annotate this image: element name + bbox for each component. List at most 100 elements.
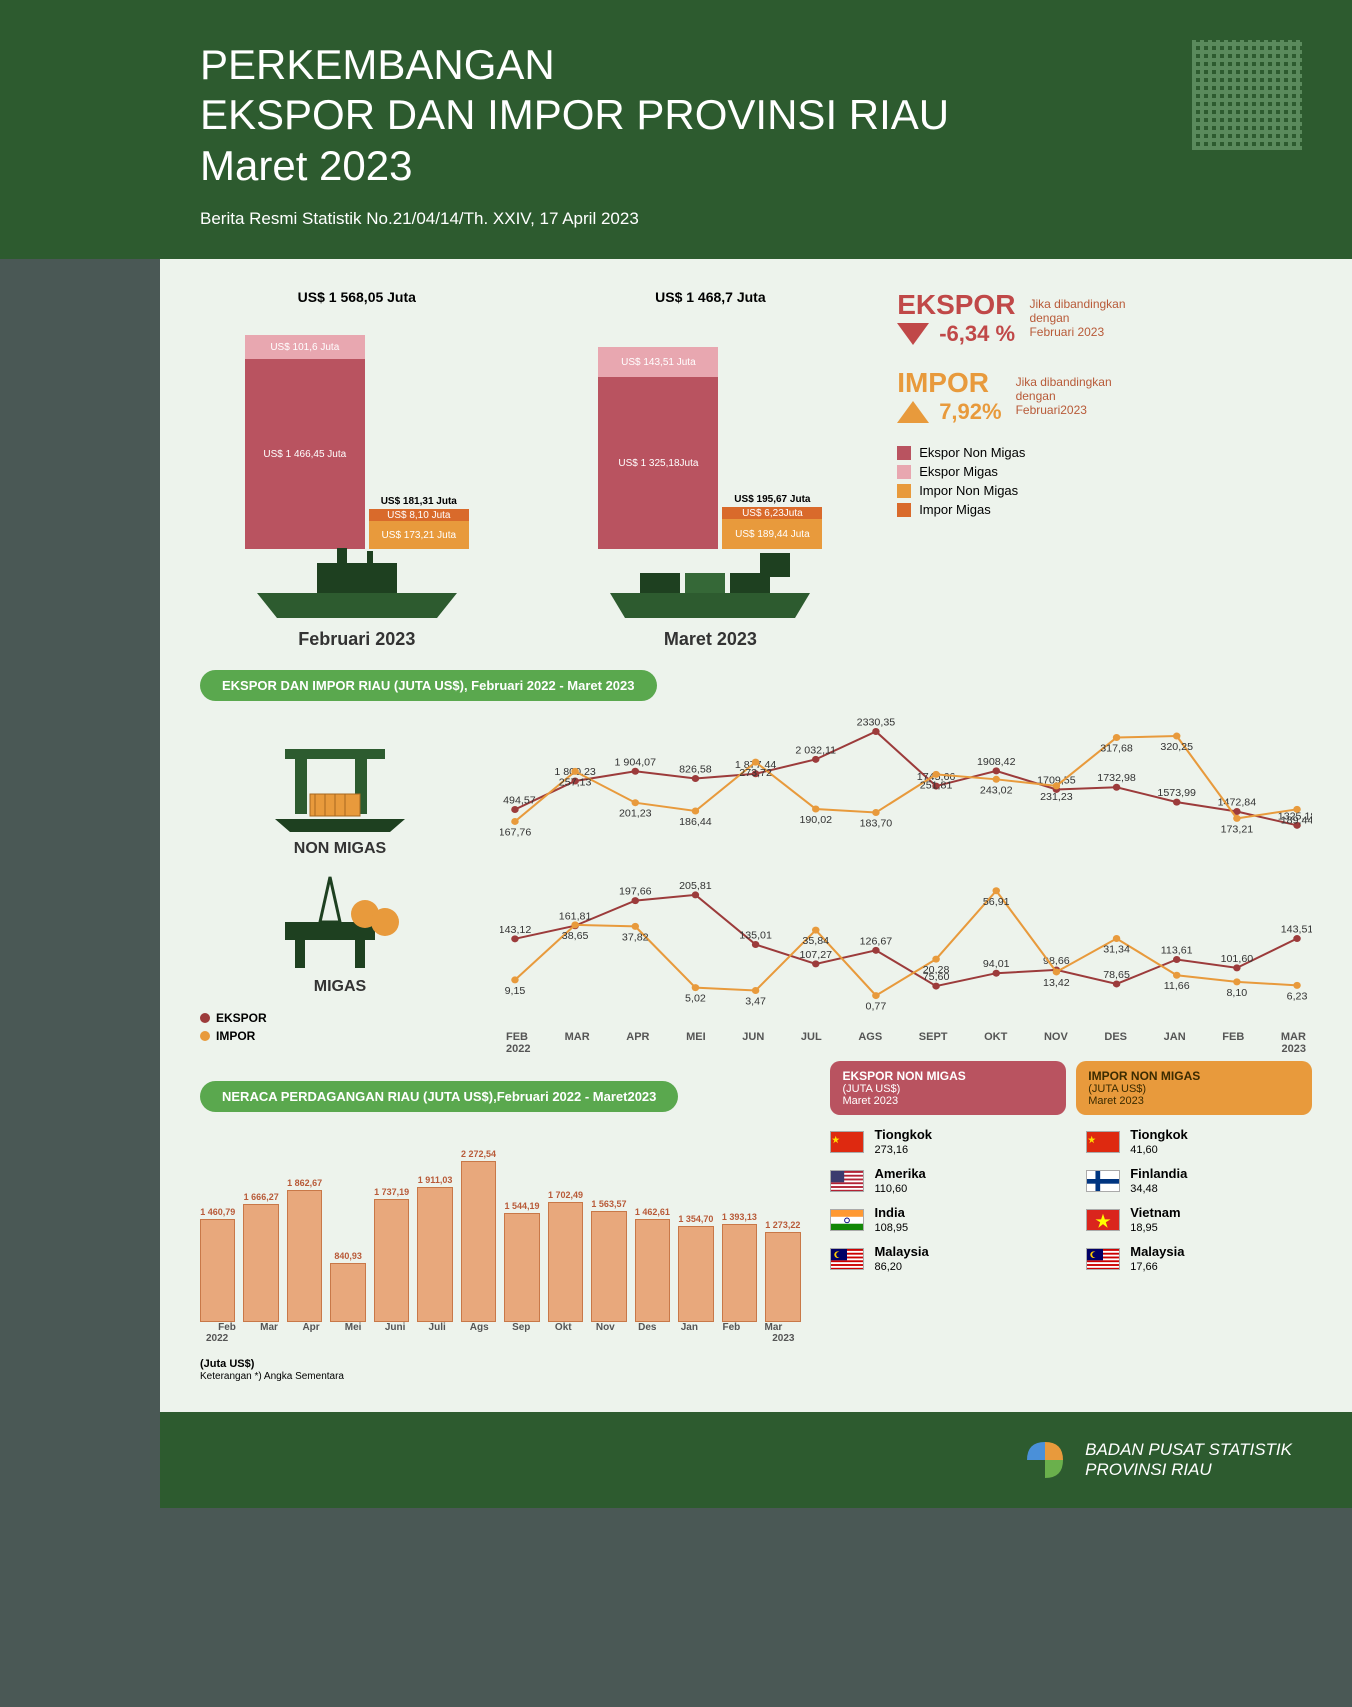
svg-text:161,81: 161,81 [559,912,592,923]
title-line3: Maret 2023 [200,142,412,189]
legend-lines: EKSPOR IMPOR [200,1011,480,1043]
svg-text:231,23: 231,23 [1040,792,1073,803]
country-item: Amerika110,60 [830,1166,1056,1195]
svg-text:31,34: 31,34 [1103,945,1130,956]
svg-text:2330,35: 2330,35 [857,718,896,729]
legend-item: Impor Non Migas [897,483,1312,498]
neraca-xlabel: Nov [584,1322,626,1333]
content: US$ 1 568,05 Juta US$ 101,6 JutaUS$ 1 46… [160,259,1352,1412]
flag-icon [1086,1209,1120,1231]
svg-text:1908,42: 1908,42 [977,757,1016,768]
neraca-xlabel: Ags [458,1322,500,1333]
neraca-bar: 1 460,79 [200,1207,235,1322]
month-total: US$ 1 568,05 Juta [298,289,416,305]
month-feb: US$ 1 568,05 Juta US$ 101,6 JutaUS$ 1 46… [200,289,514,650]
bar-segment: US$ 8,10 Juta [369,509,469,521]
x-label: FEB [1222,1031,1244,1043]
neraca-bar: 1 393,13 [722,1212,757,1323]
svg-text:826,58: 826,58 [679,765,712,776]
x-label: OKT [984,1031,1007,1043]
footer: BADAN PUSAT STATISTIK PROVINSI RIAU [160,1412,1352,1508]
svg-text:78,65: 78,65 [1103,970,1130,981]
line-right: 1 494,571 800,231 904,07826,581 877,442 … [500,711,1312,1055]
flag-icon [830,1131,864,1153]
neraca-bar: 1 862,67 [287,1178,322,1322]
x-label: NOV [1044,1031,1068,1043]
neraca-xlabel: Apr [290,1322,332,1333]
neraca-bar: 840,93 [330,1251,365,1323]
neraca-bar: 1 911,03 [417,1175,452,1322]
month-total: US$ 1 468,7 Juta [655,289,766,305]
svg-text:101,60: 101,60 [1221,954,1254,965]
flag-icon [1086,1131,1120,1153]
swatch-icon [897,465,911,479]
country-item: Finlandia34,48 [1086,1166,1312,1195]
neraca-xlabel: Okt [542,1322,584,1333]
neraca-bar: 1 354,70 [678,1214,713,1322]
bar-segment: US$ 143,51 Juta [598,347,718,377]
neraca-bar: 1 563,57 [591,1199,626,1322]
svg-text:243,02: 243,02 [980,786,1013,797]
x-label: MAR [565,1031,590,1043]
neraca-bar: 1 702,49 [548,1190,583,1323]
ekspor-stack: US$ 101,6 JutaUS$ 1 466,45 Juta [245,335,365,549]
country-item: Tiongkok41,60 [1086,1127,1312,1156]
rig-icon [255,862,425,972]
bps-logo-icon [1019,1434,1071,1486]
x-labels: FEBMARAPRMEIJUNJULAGSSEPTOKTNOVDESJANFEB… [500,1031,1312,1043]
x-label: APR [626,1031,649,1043]
dot-icon [200,1031,210,1041]
kpi-note: Jika dibandingkan dengan Februari 2023 [1029,297,1125,339]
svg-text:189,44: 189,44 [1281,816,1312,827]
nonmigas-chart: 1 494,571 800,231 904,07826,581 877,442 … [500,711,1312,851]
svg-text:5,02: 5,02 [685,994,706,1005]
country-col-impor: Tiongkok41,60Finlandia34,48Vietnam18,95M… [1086,1127,1312,1283]
x-label: AGS [858,1031,882,1043]
bar-pair: US$ 101,6 JutaUS$ 1 466,45 Juta US$ 181,… [245,309,469,549]
svg-text:135,01: 135,01 [739,931,772,942]
kpi-pct: 7,92% [939,399,1001,425]
ekspor-stack: US$ 143,51 JutaUS$ 1 325,18Juta [598,347,718,549]
stacked-bars-panel: US$ 1 568,05 Juta US$ 101,6 JutaUS$ 1 46… [200,289,867,650]
neraca-xlabel: Des [626,1322,668,1333]
kpi-pct: -6,34 % [939,321,1015,347]
bar-segment: US$ 1 325,18Juta [598,377,718,549]
svg-text:205,81: 205,81 [679,881,712,892]
svg-text:8,10: 8,10 [1227,988,1248,999]
svg-text:190,02: 190,02 [799,815,832,826]
ship-icon [247,543,467,623]
svg-text:13,42: 13,42 [1043,978,1070,989]
month-label: Februari 2023 [298,629,415,650]
x-label: JUL [801,1031,822,1043]
neraca-bar: 1 666,27 [243,1192,278,1322]
neraca-xlabel: Jan [668,1322,710,1333]
top-row: US$ 1 568,05 Juta US$ 101,6 JutaUS$ 1 46… [200,289,1312,650]
x-label: FEB [506,1031,528,1043]
svg-text:113,61: 113,61 [1161,946,1193,957]
country-grid: Tiongkok273,16Amerika110,60India108,95Ma… [830,1127,1312,1283]
bottom-row: NERACA PERDAGANGAN RIAU (JUTA US$),Febru… [200,1061,1312,1382]
neraca-xlabel: Mar [248,1322,290,1333]
neraca-bar: 2 272,54 [461,1149,496,1322]
svg-text:35,84: 35,84 [802,937,829,948]
impor-head: IMPOR NON MIGAS (JUTA US$) Maret 2023 [1076,1061,1312,1115]
line-section: NON MIGAS MIGAS EKSPOR IMPOR [200,711,1312,1055]
header: PERKEMBANGAN EKSPOR DAN IMPOR PROVINSI R… [0,0,1352,259]
x-label: MAR [1281,1031,1306,1043]
flag-icon [1086,1248,1120,1270]
svg-text:2 032,11: 2 032,11 [795,746,836,757]
bar-segment: US$ 101,6 Juta [245,335,365,359]
svg-text:186,44: 186,44 [679,817,712,828]
svg-text:320,25: 320,25 [1160,743,1193,754]
title-line2: EKSPOR DAN IMPOR PROVINSI RIAU [200,91,949,138]
svg-text:9,15: 9,15 [505,986,526,997]
neraca-xlabel: Sep [500,1322,542,1333]
legend-item: Ekspor Non Migas [897,445,1312,460]
flag-icon [830,1248,864,1270]
svg-text:197,66: 197,66 [619,887,652,898]
svg-text:1732,98: 1732,98 [1097,774,1136,785]
neraca-chart: 1 460,791 666,271 862,67840,931 737,191 … [200,1122,800,1322]
flag-icon [830,1209,864,1231]
kpi-label: EKSPOR [897,289,1015,321]
dot-icon [200,1013,210,1023]
